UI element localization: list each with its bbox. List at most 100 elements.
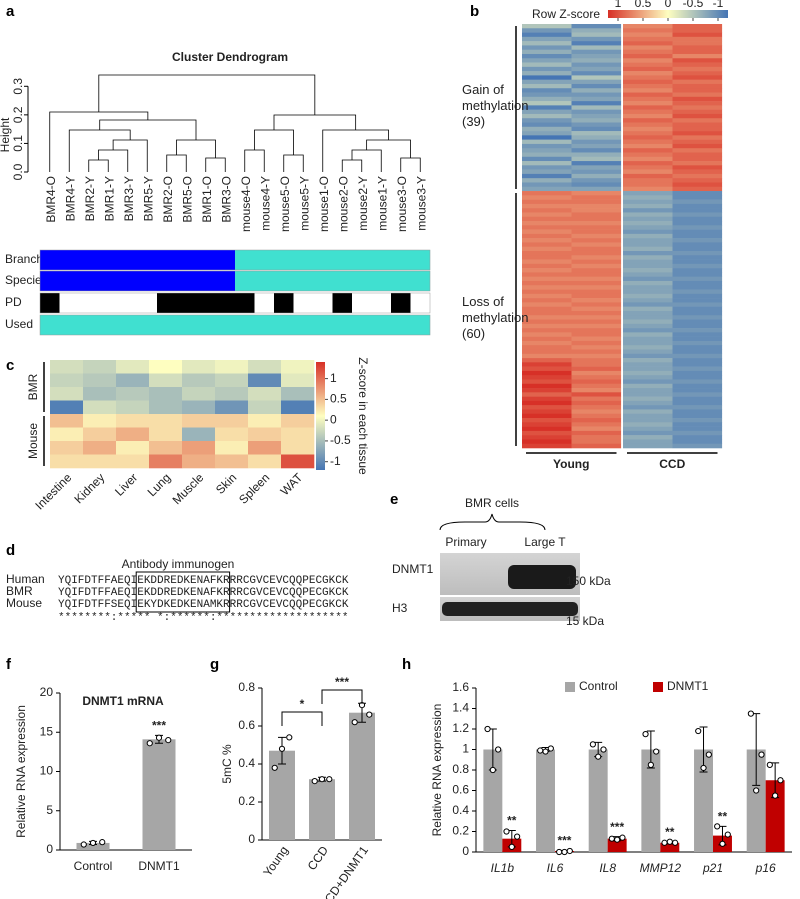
leaf-label: BMR2-Y <box>83 176 97 221</box>
heatmap-cell <box>672 332 723 337</box>
track-cell <box>313 315 333 335</box>
heatmap-cell <box>672 32 723 38</box>
heatmap-cell <box>672 302 723 307</box>
heatmap-cell <box>522 139 572 145</box>
heatmap-cell <box>522 340 572 346</box>
data-point <box>508 843 515 850</box>
heatmap-cell <box>623 319 673 325</box>
panel-label: g <box>210 656 219 673</box>
immunogen-box <box>135 571 231 613</box>
track-cell <box>40 315 60 335</box>
heatmap-cell <box>672 199 723 205</box>
track-label: Branch <box>5 252 43 266</box>
heatmap-cell <box>83 387 117 401</box>
y-tick-label: 0.2 <box>238 794 255 808</box>
legend-swatch <box>565 682 575 692</box>
heatmap-cell <box>672 41 723 46</box>
heatmap-cell <box>571 101 622 106</box>
data-point <box>566 847 573 855</box>
y-axis-title: Relative RNA expression <box>14 705 28 838</box>
heatmap-cell <box>281 454 315 469</box>
heatmap-cell <box>623 443 673 449</box>
heatmap-cell <box>522 298 572 303</box>
x-tick-label: Intestine <box>32 470 74 512</box>
heatmap-cell <box>672 336 723 342</box>
heatmap-cell <box>672 280 723 286</box>
data-point <box>542 748 549 755</box>
lane-label: Primary <box>445 535 486 549</box>
heatmap-cell <box>623 66 673 72</box>
bar <box>483 749 503 852</box>
data-point <box>619 834 626 841</box>
heatmap-cell <box>623 105 673 110</box>
heatmap-cell <box>83 441 117 455</box>
leaf-label: BMR4-Y <box>63 176 77 221</box>
heatmap-cell <box>623 71 673 76</box>
sequence-name: BMR <box>6 584 33 598</box>
group-count: (60) <box>462 325 486 341</box>
track-cell <box>371 250 392 270</box>
heatmap-cell <box>571 122 622 128</box>
heatmap-cell <box>672 178 723 183</box>
track-cell <box>157 315 177 335</box>
heatmap-cell <box>248 427 282 442</box>
heatmap-cell <box>571 203 622 209</box>
heatmap-cell <box>672 169 723 175</box>
y-tick-label: 0 <box>248 832 255 846</box>
heatmap-cell <box>522 268 572 273</box>
heatmap-cell <box>623 366 673 372</box>
track-cell <box>98 293 119 313</box>
y-axis-title: Height <box>0 117 12 152</box>
heatmap-cell <box>571 293 622 299</box>
heatmap-cell <box>571 131 622 136</box>
data-point <box>758 751 765 758</box>
x-tick-label: Kidney <box>72 470 108 506</box>
heatmap-cell <box>522 358 572 363</box>
bar <box>765 780 785 852</box>
heatmap-cell <box>571 62 622 68</box>
heatmap-cell <box>672 24 723 29</box>
heatmap-cell <box>571 41 622 46</box>
heatmap-cell <box>571 392 622 397</box>
track-cell <box>176 250 197 270</box>
heatmap-cell <box>281 414 315 428</box>
heatmap-cell <box>215 441 249 455</box>
heatmap-cell <box>50 360 84 374</box>
heatmap-cell <box>672 422 723 427</box>
heatmap-cell <box>571 272 622 277</box>
heatmap-cell <box>248 360 282 374</box>
heatmap-cell <box>248 373 282 388</box>
heatmap-cell <box>672 349 723 355</box>
heatmap-cell <box>623 422 673 427</box>
leaf-label: mouse2-O <box>336 176 350 232</box>
heatmap-cell <box>623 88 673 93</box>
x-tick-label: Spleen <box>236 470 272 506</box>
significance-label: ** <box>718 810 728 824</box>
group-count: (39) <box>462 113 486 129</box>
y-tick-label: 0.1 <box>11 135 25 152</box>
track-cell <box>137 293 158 313</box>
data-point <box>700 764 707 772</box>
blot-band <box>508 565 576 589</box>
dendrogram-branch <box>341 159 363 172</box>
track-cell <box>79 271 99 291</box>
dendrogram-branch <box>400 157 421 172</box>
heatmap-cell <box>571 358 622 363</box>
heatmap-cell <box>571 182 622 188</box>
leaf-label: mouse1-O <box>317 176 331 232</box>
sequence-name: Human <box>6 572 45 586</box>
heatmap-cell <box>522 332 572 337</box>
data-point <box>80 841 87 848</box>
bar <box>746 749 766 852</box>
heatmap-cell <box>623 109 673 115</box>
heatmap-cell <box>571 396 622 402</box>
heatmap-cell <box>623 195 673 200</box>
heatmap-cell <box>522 306 572 312</box>
panel-label: b <box>470 3 479 20</box>
heatmap-cell <box>623 396 673 402</box>
heatmap-cell <box>623 280 673 286</box>
heatmap-cell <box>522 379 572 385</box>
heatmap-cell <box>571 388 622 393</box>
group-name: Gain of methylation <box>462 81 529 113</box>
